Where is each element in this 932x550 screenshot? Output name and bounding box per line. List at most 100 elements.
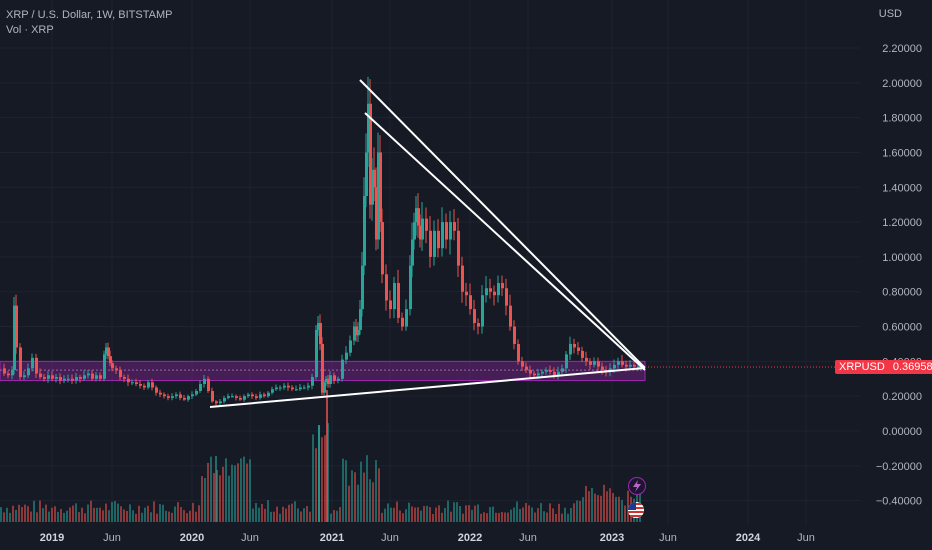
volume-bar [591,487,593,522]
candle-body [327,378,330,384]
volume-bar [456,502,458,522]
volume-bar [234,465,236,522]
volume-bar [378,468,380,522]
candle-body [203,378,206,384]
candle-body [345,352,348,360]
volume-bar [78,512,80,522]
candle-body [87,373,90,376]
x-axis-tick-label: Jun [659,532,677,544]
candle-body [481,295,484,327]
candle-body [437,230,440,249]
candle-body [235,396,238,398]
volume-bar [231,464,233,522]
volume-bar [288,504,290,522]
volume-bar [594,493,596,522]
candle-body [473,309,476,324]
candle-body [573,343,576,348]
candle-body [529,370,532,374]
candle-body [179,394,182,398]
candle-body [367,103,370,153]
volume-bar [315,448,317,522]
candle-body [401,317,404,327]
candle-body [47,375,50,379]
volume-bar [105,503,107,522]
volume-bar [291,503,293,522]
us-flag-icon[interactable] [628,502,644,518]
symbol-title[interactable]: XRP / U.S. Dollar, 1W, BITSTAMP [6,9,173,21]
lightning-icon[interactable] [628,477,646,495]
volume-bar [9,512,11,522]
volume-bar [495,512,497,522]
candle-body [67,378,70,380]
candle-body [147,382,150,388]
volume-bar [237,463,239,522]
volume-bar [15,510,17,522]
candle-body [411,239,414,266]
volume-bar [384,508,386,522]
volume-bar [84,513,86,522]
volume-bar [534,512,536,522]
volume-bar [75,503,77,522]
volume-bar [63,512,65,522]
candle-body [195,390,198,395]
candle-body [349,340,352,353]
volume-bar [336,510,338,522]
candle-body [287,385,290,388]
volume-bar [468,505,470,522]
volume-bar [210,456,212,522]
volume-bar [93,507,95,522]
volume-bar [480,513,482,522]
x-axis-tick-label: Jun [797,532,815,544]
volume-bar [246,463,248,522]
candle-body [43,377,46,379]
y-axis-tick-label: −0.40000 [876,496,922,508]
volume-bar [279,513,281,522]
volume-bar [177,502,179,522]
candle-body [341,359,344,379]
candle-body [239,397,242,400]
volume-bar [303,508,305,522]
candle-body [513,326,516,344]
volume-bar [435,507,437,522]
candle-body [381,222,384,275]
volume-legend[interactable]: Vol · XRP [6,24,54,36]
chart-header: XRP / U.S. Dollar, 1W, BITSTAMP Vol · XR… [6,8,172,38]
candle-body [155,387,158,393]
volume-bar [426,505,428,522]
candle-body [7,373,10,376]
volume-bar [609,488,611,522]
volume-bar [66,510,68,522]
candle-body [633,364,636,367]
candle-body [385,274,388,301]
x-axis-tick-label: 2024 [736,532,761,544]
candle-body [389,300,392,310]
volume-bar [36,512,38,522]
candle-body [119,370,122,378]
trendline-support [209,367,646,408]
candle-body [139,383,142,386]
volume-bar [117,503,119,522]
candle-body [267,392,270,397]
y-axis-tick-label: 0.20000 [882,391,922,403]
y-axis-tick-label: 0.00000 [882,426,922,438]
volume-bar [621,499,623,522]
candle-body [405,309,408,327]
candle-body [625,364,628,367]
volume-bar [399,510,401,522]
trendline-upper-inner [364,112,646,371]
candle-body [337,378,340,381]
volume-bar [111,501,113,522]
candle-body [355,326,358,336]
volume-bar [156,513,158,522]
volume-bar [624,505,626,522]
volume-bar [240,458,242,522]
candle-body [13,305,16,371]
x-axis-tick-label: 2023 [600,532,624,544]
volume-bar [228,475,230,522]
candle-body [363,195,366,266]
volume-bar [342,458,344,522]
volume-bar [306,506,308,522]
candle-body [421,218,424,240]
